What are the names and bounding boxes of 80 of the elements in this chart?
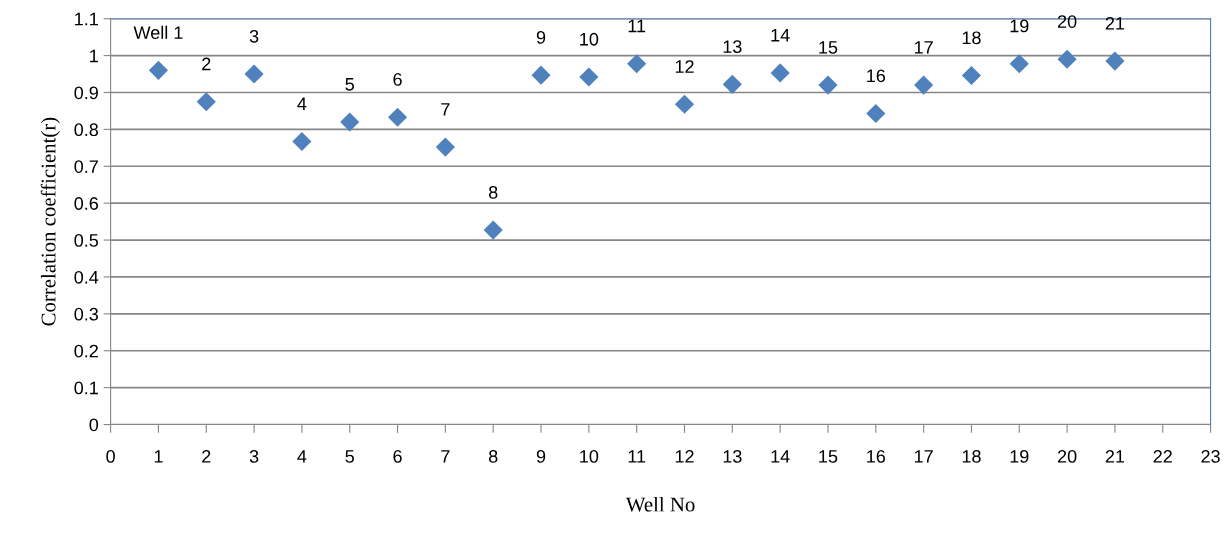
point <box>818 75 838 95</box>
point <box>340 112 360 132</box>
y-axis-title: Correlation coefficient(r) <box>40 117 60 326</box>
point <box>770 63 790 83</box>
y-tick-label: 0.3 <box>74 307 99 321</box>
y-tick-label: 0.1 <box>74 381 98 395</box>
x-tick-label: 17 <box>914 450 933 463</box>
annotation: 11 <box>628 19 646 33</box>
x-tick-label: 6 <box>393 450 402 463</box>
x-tick-label: 7 <box>441 450 450 463</box>
annotation: 20 <box>1057 15 1077 28</box>
annotation: 17 <box>914 41 933 54</box>
x-tick-label: 12 <box>675 450 694 463</box>
x-tick-label: 20 <box>1057 450 1077 463</box>
point <box>579 67 599 87</box>
x-tick-label: 16 <box>867 450 886 463</box>
point <box>1057 49 1077 69</box>
x-tick-label: 3 <box>249 450 259 463</box>
x-tick-label: 14 <box>771 450 790 463</box>
y-tick-label: 0.8 <box>74 123 99 137</box>
point <box>627 54 647 74</box>
annotation: 14 <box>771 28 790 42</box>
point <box>722 74 742 94</box>
y-tick-label: 0.4 <box>74 270 99 284</box>
x-tick-label: 5 <box>345 450 354 463</box>
y-tick-label: 1 <box>90 49 98 63</box>
point <box>1105 51 1125 71</box>
point <box>1009 54 1029 74</box>
point <box>914 75 934 95</box>
annotation: 2 <box>202 57 211 71</box>
point <box>292 131 312 152</box>
x-tick-label: 23 <box>1201 450 1220 463</box>
point <box>866 103 886 124</box>
annotation: 12 <box>675 60 694 73</box>
x-tick-label: 8 <box>488 450 498 463</box>
annotation: 15 <box>819 41 838 54</box>
x-tick-label: 21 <box>1105 450 1125 463</box>
annotation: 9 <box>536 31 546 44</box>
y-tick-label: 0.2 <box>74 344 98 358</box>
x-tick-label: 13 <box>723 450 742 463</box>
point <box>531 65 551 85</box>
annotation: 16 <box>867 69 886 83</box>
y-tick-label: 0 <box>89 418 99 432</box>
x-tick-label: 11 <box>628 450 646 463</box>
y-tick-label: 1.1 <box>75 12 98 26</box>
x-tick-label: 22 <box>1153 450 1172 463</box>
y-tick-label: 0.5 <box>74 233 99 247</box>
annotation: 8 <box>488 185 498 199</box>
point <box>435 137 455 157</box>
x-tick-label: 19 <box>1010 450 1029 463</box>
y-tick-label: 0.9 <box>74 86 98 100</box>
annotation: 21 <box>1105 16 1125 30</box>
annotation: 3 <box>249 29 259 43</box>
point <box>387 107 408 127</box>
x-axis-title: Well No <box>625 496 695 512</box>
annotation: 7 <box>441 103 450 116</box>
annotation: 4 <box>297 97 307 111</box>
x-tick-label: 15 <box>819 450 838 463</box>
x-tick-label: 10 <box>580 450 599 463</box>
y-tick-label: 0.7 <box>74 160 98 173</box>
point <box>148 60 169 80</box>
y-tick-label: 0.6 <box>74 197 99 210</box>
point <box>674 94 695 114</box>
annotation: Well 1 <box>133 25 183 39</box>
x-tick-label: 2 <box>202 450 211 463</box>
point <box>244 64 264 84</box>
annotation: 10 <box>580 32 599 46</box>
annotation: 6 <box>393 73 402 86</box>
annotation: 5 <box>345 78 354 91</box>
point <box>196 92 216 112</box>
point <box>483 220 503 240</box>
x-tick-label: 18 <box>962 450 981 463</box>
annotation: 19 <box>1010 19 1029 33</box>
x-tick-label: 4 <box>297 450 307 463</box>
point <box>961 65 982 86</box>
x-tick-label: 0 <box>106 450 115 463</box>
annotation: 18 <box>962 31 981 45</box>
x-tick-label: 1 <box>154 450 163 463</box>
annotation: 13 <box>723 40 742 54</box>
x-tick-label: 9 <box>536 450 546 463</box>
